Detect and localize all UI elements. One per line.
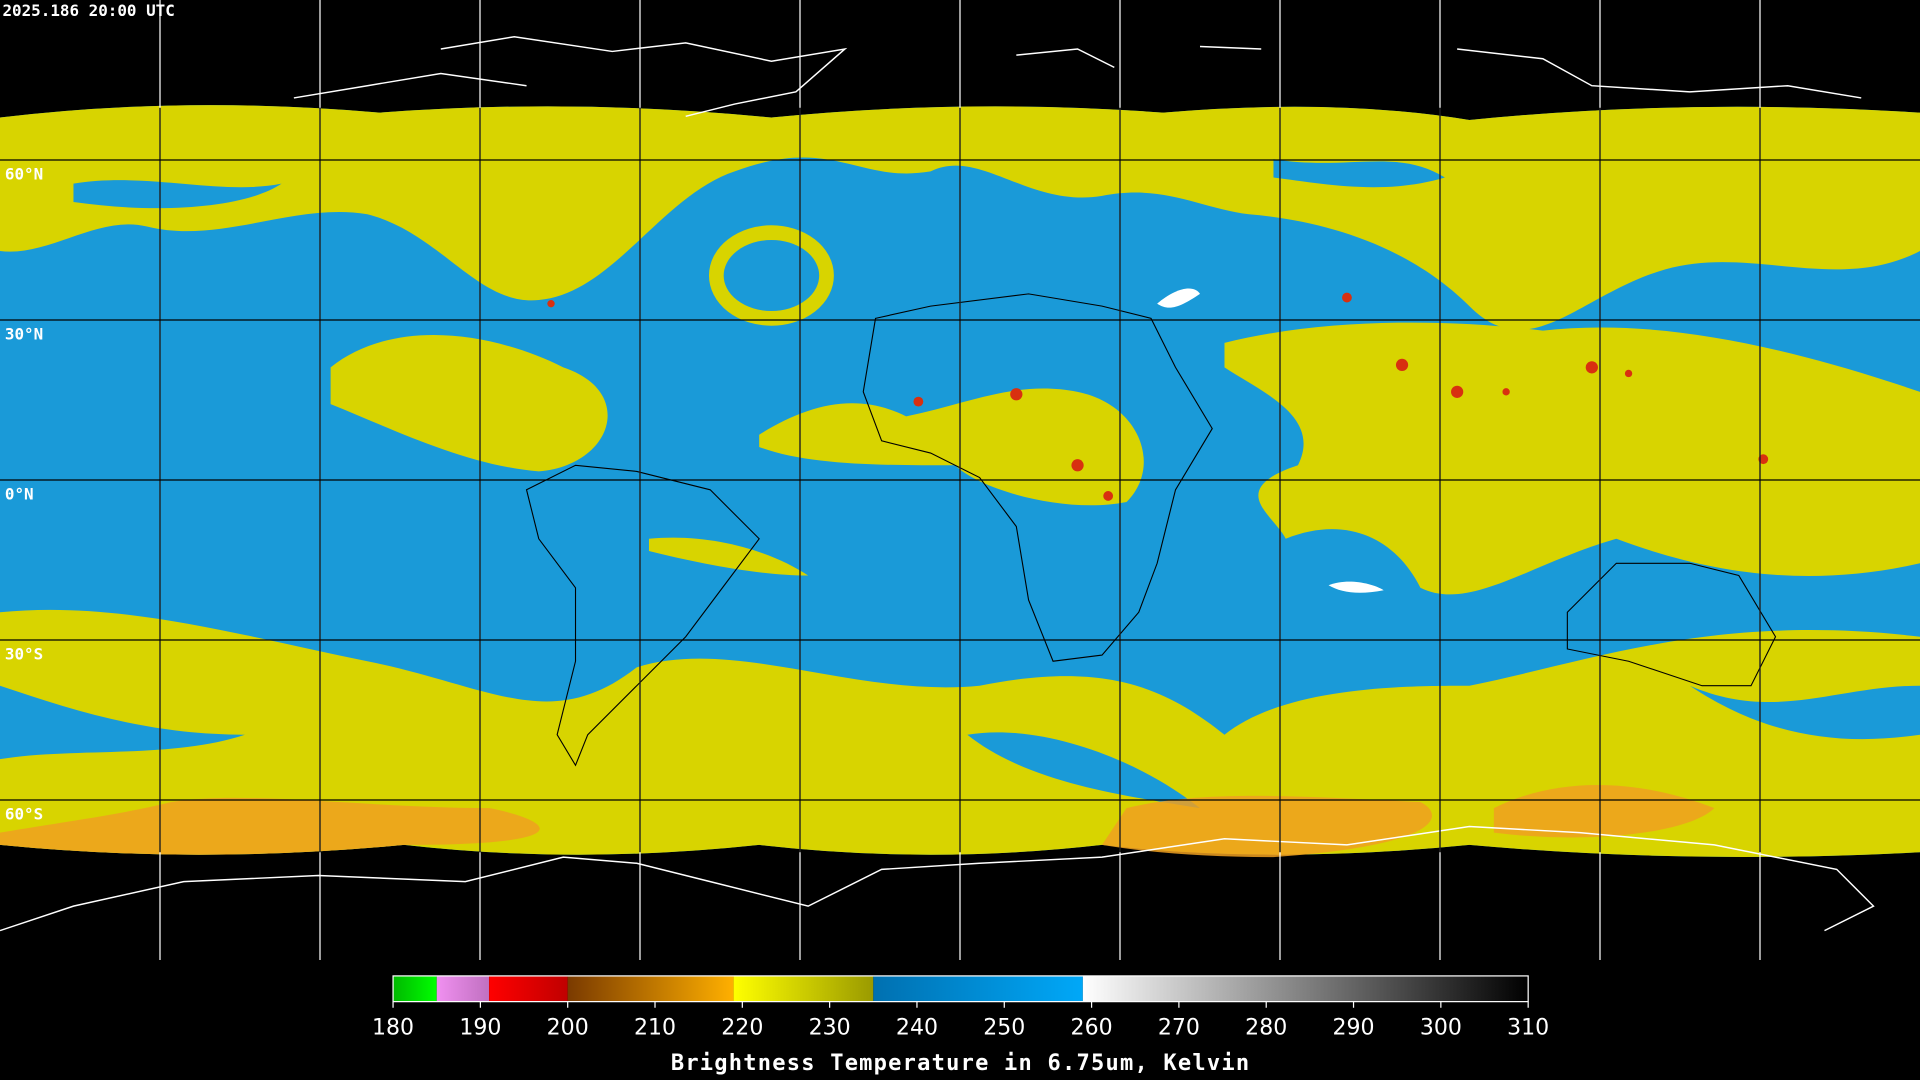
colorbar-tick-label: 180 [372,1016,414,1041]
colorbar-segment [733,975,874,1002]
colorbar-tick-label: 250 [983,1016,1025,1041]
colorbar-tick-label: 190 [459,1016,501,1041]
latitude-label: 0°N [5,485,34,504]
latitude-label: 60°S [5,805,43,824]
colorbar-tick-label: 210 [634,1016,676,1041]
graticule: 60°N 30°N 0°N 30°S 60°S [4,0,1761,960]
latitude-label: 30°N [5,325,43,344]
colorbar-tick-label: 310 [1507,1016,1549,1041]
colorbar-tick-label: 200 [547,1016,589,1041]
colorbar-segment [489,975,568,1002]
colorbar-segment [436,975,490,1002]
colorbar-segment [1082,975,1529,1002]
colorbar: 180 190 200 210 220 230 240 250 260 270 280 290 300 3… [372,975,1549,1076]
colorbar-segment [873,975,1083,1002]
colorbar-tick-label: 230 [809,1016,851,1041]
colorbar-segment [393,975,437,1002]
latitude-label: 60°N [5,165,43,184]
colorbar-segment [567,975,734,1002]
colorbar-tick-label: 220 [721,1016,763,1041]
colorbar-label: Brightness Temperature in 6.75um, Kelvin [671,1051,1251,1076]
latitude-label: 30°S [5,645,43,664]
colorbar-tick-label: 290 [1333,1016,1375,1041]
timestamp: 2025.186 20:00 UTC [2,1,174,20]
colorbar-tick-label: 300 [1420,1016,1462,1041]
colorbar-tick-label: 270 [1158,1016,1200,1041]
colorbar-tick-label: 240 [896,1016,938,1041]
colorbar-frame [392,975,1529,1003]
colorbar-tick-label: 260 [1071,1016,1113,1041]
colorbar-tick-label: 280 [1245,1016,1287,1041]
